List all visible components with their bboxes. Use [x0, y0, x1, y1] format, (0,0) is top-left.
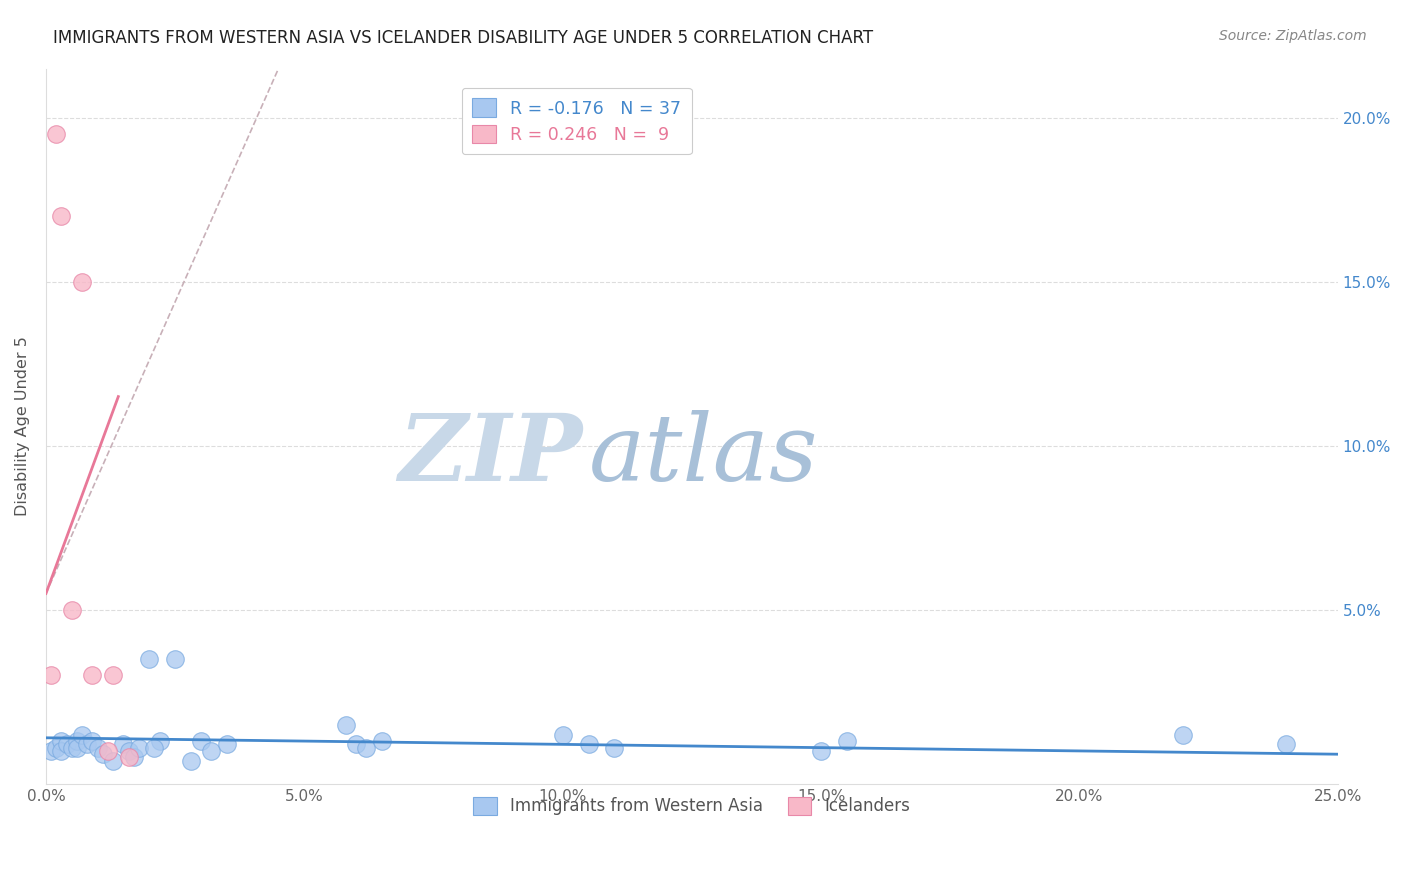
Point [551, 727, 574, 741]
Point [180, 754, 202, 768]
Point [70, 727, 93, 741]
Text: atlas: atlas [589, 409, 818, 500]
Point [1275, 737, 1298, 751]
Point [578, 737, 600, 751]
Point [60, 603, 83, 617]
Point [97, 744, 120, 758]
Point [200, 744, 222, 758]
Point [356, 740, 378, 755]
Point [117, 744, 139, 758]
Point [76, 737, 98, 751]
Y-axis label: Disability Age Under 5: Disability Age Under 5 [15, 336, 30, 516]
Point [66, 734, 89, 748]
Point [66, 740, 89, 755]
Point [112, 737, 135, 751]
Point [371, 734, 394, 748]
Point [45, 740, 67, 755]
Point [1171, 727, 1194, 741]
Point [149, 734, 172, 748]
Point [51, 744, 73, 758]
Point [51, 209, 73, 223]
Point [82, 734, 104, 748]
Text: IMMIGRANTS FROM WESTERN ASIA VS ICELANDER DISABILITY AGE UNDER 5 CORRELATION CHA: IMMIGRANTS FROM WESTERN ASIA VS ICELANDE… [53, 29, 873, 46]
Point [215, 737, 238, 751]
Point [335, 717, 357, 731]
Point [45, 127, 67, 141]
Point [86, 740, 108, 755]
Point [70, 275, 93, 289]
Point [51, 734, 73, 748]
Point [190, 734, 212, 748]
Point [91, 747, 114, 762]
Point [143, 740, 166, 755]
Point [82, 668, 104, 682]
Point [117, 750, 139, 764]
Text: Source: ZipAtlas.com: Source: ZipAtlas.com [1219, 29, 1367, 43]
Point [603, 740, 626, 755]
Point [165, 652, 187, 666]
Point [344, 737, 367, 751]
Point [835, 734, 858, 748]
Point [55, 737, 77, 751]
Point [60, 740, 83, 755]
Point [138, 652, 160, 666]
Text: ZIP: ZIP [398, 409, 582, 500]
Legend: Immigrants from Western Asia, Icelanders: Immigrants from Western Asia, Icelanders [463, 787, 921, 825]
Point [39, 744, 62, 758]
Point [128, 740, 150, 755]
Point [101, 668, 124, 682]
Point [101, 754, 124, 768]
Point [39, 668, 62, 682]
Point [810, 744, 832, 758]
Point [122, 750, 145, 764]
